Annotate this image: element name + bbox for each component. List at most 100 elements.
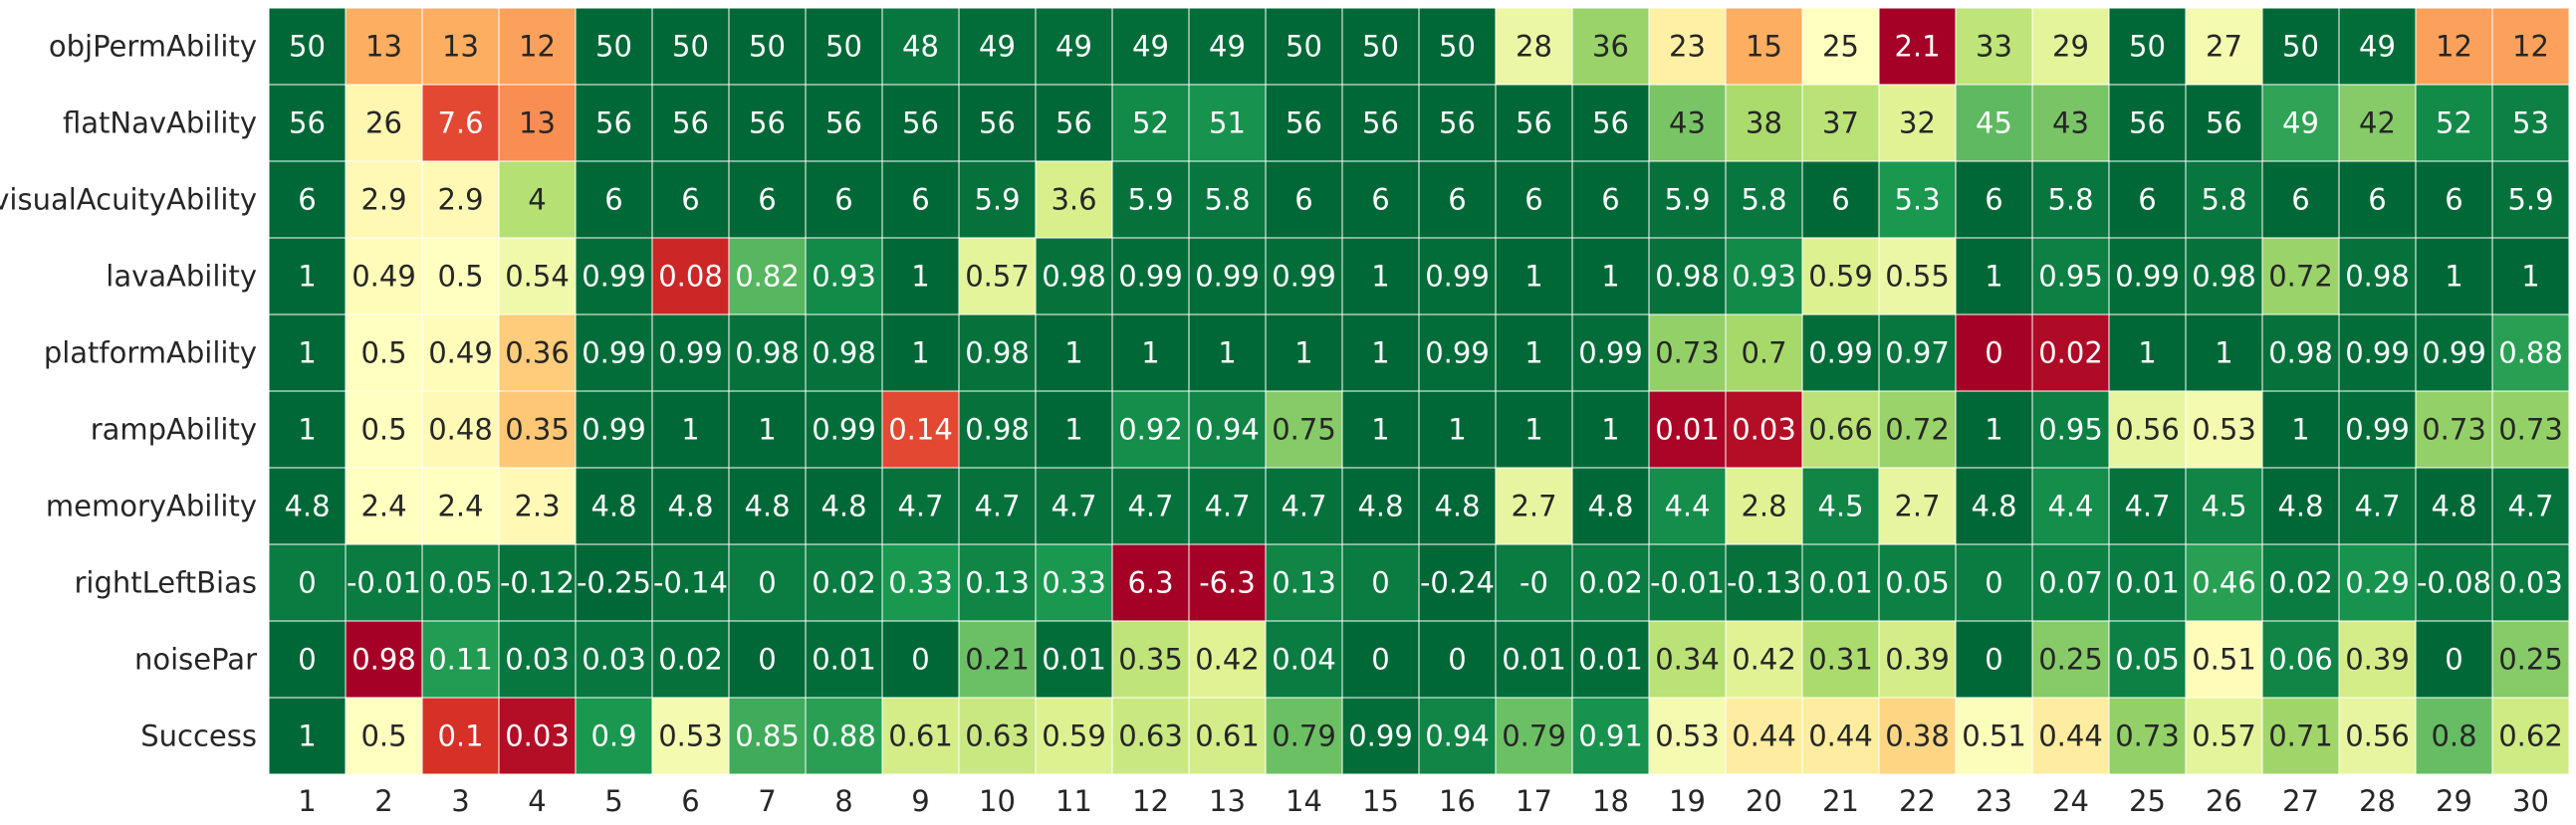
- cell-value-label: 56: [902, 106, 939, 140]
- heatmap-cell: [1955, 313, 2033, 392]
- cell-value-label: 0.57: [965, 260, 1030, 294]
- cell-value-label: 0.99: [658, 336, 723, 370]
- cell-value-label: 0.99: [1578, 336, 1643, 370]
- column-label-2: 2: [374, 784, 392, 818]
- heatmap-cell: [881, 237, 960, 315]
- column-label-19: 19: [1669, 784, 1706, 818]
- heatmap-cell: [1878, 313, 1957, 392]
- heatmap-cell: [575, 313, 653, 392]
- heatmap-cell: [2261, 313, 2340, 392]
- heatmap-cell: [2031, 160, 2110, 239]
- cell-value-label: 1: [1524, 413, 1542, 447]
- cell-value-label: 2.7: [1894, 490, 1940, 523]
- heatmap-cell: [575, 697, 653, 775]
- cell-value-label: 25: [1822, 30, 1859, 64]
- cell-value-label: 50: [672, 30, 709, 64]
- cell-value-label: 0.04: [1272, 643, 1336, 677]
- cell-value-label: 0.82: [735, 260, 800, 294]
- heatmap-cell: [575, 390, 653, 469]
- cell-value-label: 4.7: [1281, 490, 1326, 523]
- cell-value-label: 0.99: [2115, 260, 2180, 294]
- cell-value-label: 52: [1132, 106, 1169, 140]
- cell-value-label: 1: [758, 413, 776, 447]
- cell-value-label: 1: [1141, 336, 1159, 370]
- heatmap-cell: [1035, 543, 1113, 622]
- cell-value-label: 56: [1055, 106, 1092, 140]
- cell-value-label: 0.88: [812, 720, 876, 753]
- heatmap-cell: [345, 543, 423, 622]
- cell-value-label: 0.99: [582, 413, 646, 447]
- cell-value-label: 0: [1985, 566, 2002, 600]
- cell-value-label: 0.99: [812, 413, 876, 447]
- heatmap-cell: [1341, 543, 1420, 622]
- cell-value-label: 3.6: [1051, 183, 1096, 217]
- row-label-visual-acuity-ability: visualAcuityAbility: [0, 183, 257, 217]
- cell-value-label: 0.01: [1578, 643, 1643, 677]
- heatmap-cell: [498, 237, 577, 315]
- cell-value-label: 1: [1601, 413, 1619, 447]
- cell-value-label: 49: [1055, 30, 1092, 64]
- cell-value-label: 0.03: [2498, 566, 2563, 600]
- column-label-11: 11: [1055, 784, 1092, 818]
- cell-value-label: -0.01: [347, 566, 421, 600]
- cell-value-label: 0.29: [2345, 566, 2410, 600]
- heatmap-cell: [1878, 467, 1957, 545]
- heatmap-cell: [1341, 467, 1420, 545]
- heatmap-cell: [651, 237, 730, 315]
- cell-value-label: 50: [749, 30, 786, 64]
- cell-value-label: 4: [528, 183, 546, 217]
- cell-value-label: 0.02: [658, 643, 723, 677]
- cell-value-label: 42: [2359, 106, 2396, 140]
- cell-value-label: 0.94: [1425, 720, 1490, 753]
- heatmap-cell: [1111, 313, 1190, 392]
- heatmap-cell: [651, 620, 730, 699]
- column-label-1: 1: [298, 784, 316, 818]
- heatmap-cell: [268, 84, 347, 162]
- cell-value-label: 0.51: [1962, 720, 2026, 753]
- heatmap-cell: [958, 697, 1037, 775]
- column-label-25: 25: [2129, 784, 2166, 818]
- heatmap-cell: [498, 160, 577, 239]
- heatmap-cell: [2185, 84, 2263, 162]
- cell-value-label: 0: [1985, 336, 2002, 370]
- cell-value-label: 5.8: [2201, 183, 2246, 217]
- cell-value-label: 5.8: [2047, 183, 2093, 217]
- cell-value-label: 0.98: [735, 336, 800, 370]
- column-label-14: 14: [1286, 784, 1322, 818]
- cell-value-label: 2.9: [437, 183, 483, 217]
- heatmap-cell: [1265, 313, 1343, 392]
- cell-value-label: 1: [1524, 336, 1542, 370]
- cell-value-label: 0.99: [582, 260, 646, 294]
- heatmap-cell: [498, 390, 577, 469]
- cell-value-label: 0.49: [351, 260, 416, 294]
- heatmap-cell: [1418, 467, 1497, 545]
- heatmap-cell: [1265, 7, 1343, 86]
- cell-value-label: 0.13: [1272, 566, 1336, 600]
- cell-value-label: 4.7: [1127, 490, 1173, 523]
- heatmap-cell: [728, 543, 807, 622]
- heatmap-cell: [2108, 7, 2187, 86]
- heatmap-cell: [2415, 160, 2493, 239]
- heatmap-cell: [1571, 237, 1650, 315]
- cell-value-label: 4.8: [744, 490, 790, 523]
- heatmap-cell: [1495, 467, 1573, 545]
- cell-value-label: 6: [298, 183, 316, 217]
- cell-value-label: 1: [2138, 336, 2156, 370]
- cell-value-label: 0.5: [360, 720, 406, 753]
- column-label-4: 4: [528, 784, 546, 818]
- heatmap-cell: [268, 7, 347, 86]
- cell-value-label: 0.59: [1808, 260, 1873, 294]
- cell-value-label: 0.72: [1885, 413, 1950, 447]
- cell-value-label: 6: [1371, 183, 1389, 217]
- cell-value-label: 2.4: [360, 490, 406, 523]
- column-label-20: 20: [1746, 784, 1782, 818]
- column-label-10: 10: [979, 784, 1016, 818]
- cell-value-label: 2.7: [1511, 490, 1556, 523]
- cell-value-label: 0.05: [1885, 566, 1950, 600]
- cell-value-label: 1: [1218, 336, 1236, 370]
- cell-value-label: 6: [1985, 183, 2002, 217]
- column-labels: 1 2 3 4 5 6 7 8 9 10 11 12 13 14 15 16 17 18 19 20 21 22 23 24 2…: [298, 784, 2549, 818]
- heatmap-cell: [1495, 160, 1573, 239]
- cell-value-label: 49: [1209, 30, 1246, 64]
- heatmap-cell: [2415, 84, 2493, 162]
